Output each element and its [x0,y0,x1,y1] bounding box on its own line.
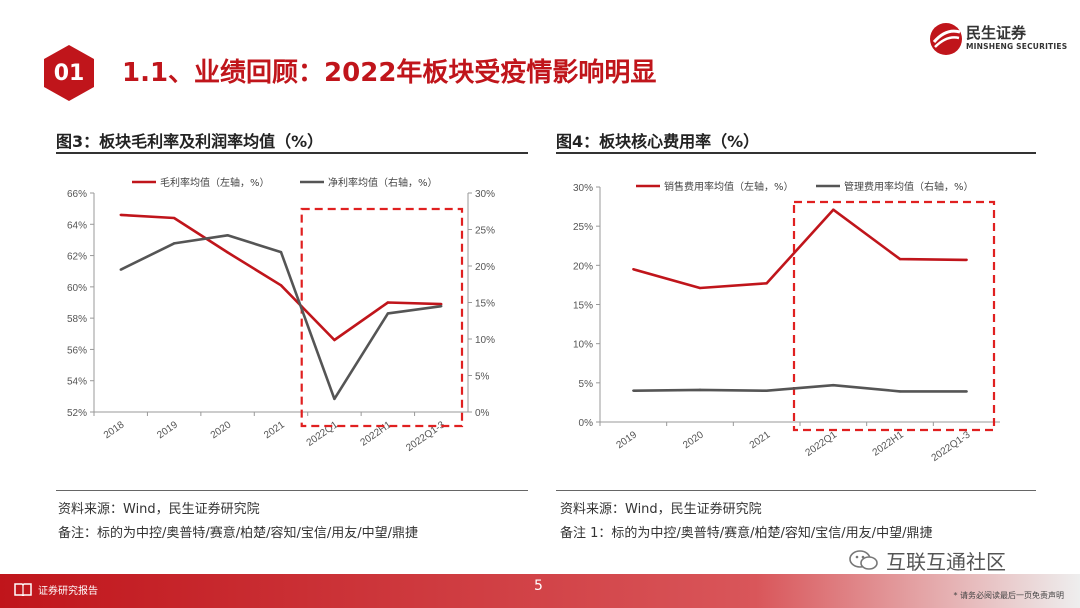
x-tick-label: 2020 [209,419,234,441]
legend-label-1: 销售费用率均值（左轴，%） [664,180,794,193]
right-source-rule [556,490,1036,491]
page-number: 5 [534,578,543,594]
x-tick-label: 2022Q1 [305,419,341,449]
x-tick-label: 2021 [748,429,773,451]
legend-label-1: 毛利率均值（左轴，%） [160,176,270,189]
data-point [333,338,336,342]
data-point [386,312,390,315]
data-point [698,286,702,290]
data-point [765,389,768,392]
data-point [226,251,229,254]
right-chart: 0% 5% 10% 15% 20% 25% 30% 2019 2020 2021 2022Q1 202… [573,180,1000,464]
section-number: 01 [53,60,85,86]
series-line-1 [120,213,442,342]
data-point [632,389,635,392]
y-tick-label-left: 52% [67,408,87,419]
data-point [226,234,229,237]
y-tick-label-right: 20% [475,262,495,273]
watermark-text: 互联互通社区 [886,550,1006,574]
x-tick-label: 2019 [615,429,640,451]
right-note: 备注 1：标的为中控/奥普特/赛意/柏楚/容知/宝信/用友/中望/鼎捷 [560,526,933,541]
x-tick-label: 2022Q1-3 [404,419,447,454]
left-figure-title: 图3：板块毛利率及利润率均值（%） [56,132,324,151]
data-point [172,242,176,245]
series-line-1 [632,208,967,290]
data-point [832,383,835,387]
data-point [898,390,902,393]
section-badge [44,45,94,101]
data-point [832,208,835,211]
y-tick-label-left: 30% [573,183,593,194]
brand-name: 民生证券 [966,24,1027,42]
x-tick-label: 2022H1 [359,419,394,448]
y-tick-label-left: 58% [67,314,87,325]
y-tick-label-right: 15% [475,299,495,310]
x-tick-label: 2022Q1 [804,429,840,459]
series-line-2 [120,234,442,401]
data-point [440,304,443,308]
y-tick-label-left: 64% [67,220,87,231]
disclaimer: * 请务必阅读最后一页免责声明 [953,591,1064,600]
y-tick-label-left: 10% [573,340,593,351]
left-title-rule [56,152,528,154]
data-point [765,282,768,285]
y-tick-label-left: 54% [67,377,87,388]
data-point [965,258,968,262]
highlight-box [792,200,996,432]
x-tick-label: 2022H1 [871,429,906,458]
left-source-rule [56,490,528,491]
footer-label: 证券研究报告 [38,586,98,597]
data-point [279,250,283,254]
right-source: 资料来源：Wind，民生证券研究院 [560,502,762,517]
y-tick-label-right: 5% [475,372,490,383]
y-tick-label-left: 60% [67,283,87,294]
y-tick-label-left: 25% [573,222,593,233]
y-tick-label-left: 62% [67,252,87,263]
data-point [119,268,122,271]
legend-label-2: 净利率均值（右轴，%） [328,176,438,189]
y-tick-label-right: 30% [475,189,495,200]
data-point [898,257,902,261]
y-tick-label-right: 25% [475,226,495,237]
x-tick-label: 2019 [155,419,180,441]
x-tick-label: 2022Q1-3 [930,429,973,464]
brand-logo-icon [930,23,962,55]
legend-label-2: 管理费用率均值（右轴，%） [844,180,974,193]
right-figure-title: 图4：板块核心费用率（%） [556,132,760,151]
page-title: 1.1、业绩回顾：2022年板块受疫情影响明显 [122,58,657,88]
data-point [333,397,336,401]
book-icon [14,583,32,596]
data-point [632,268,635,271]
y-tick-label-left: 5% [579,379,594,390]
x-tick-label: 2020 [681,429,706,451]
brand-name-en: MINSHENG SECURITIES [966,42,1068,51]
x-tick-label: 2018 [102,419,127,441]
y-tick-label-left: 56% [67,345,87,356]
right-title-rule [556,152,1036,154]
data-point [279,284,283,287]
data-point [698,388,702,392]
highlight-box [300,207,464,428]
series-line-2 [633,383,967,393]
data-point [440,302,443,306]
left-chart: 52% 54% 56% 58% 60% 62% 64% 66% 0% 5% 10% 15% 20% 25%… [67,176,495,454]
data-point [119,213,122,217]
y-tick-label-left: 0% [579,418,594,429]
y-tick-label-right: 0% [475,408,490,419]
data-point [965,390,968,393]
wechat-icon [849,550,878,570]
y-tick-label-left: 66% [67,189,87,200]
left-source: 资料来源：Wind，民生证券研究院 [58,502,260,517]
left-note: 备注：标的为中控/奥普特/赛意/柏楚/容知/宝信/用友/中望/鼎捷 [58,526,419,541]
y-tick-label-left: 20% [573,261,593,272]
data-point [386,301,390,304]
y-tick-label-left: 15% [573,301,593,312]
x-tick-label: 2021 [262,419,287,441]
y-tick-label-right: 10% [475,335,495,346]
footer-bar [0,574,1080,608]
data-point [172,216,176,220]
